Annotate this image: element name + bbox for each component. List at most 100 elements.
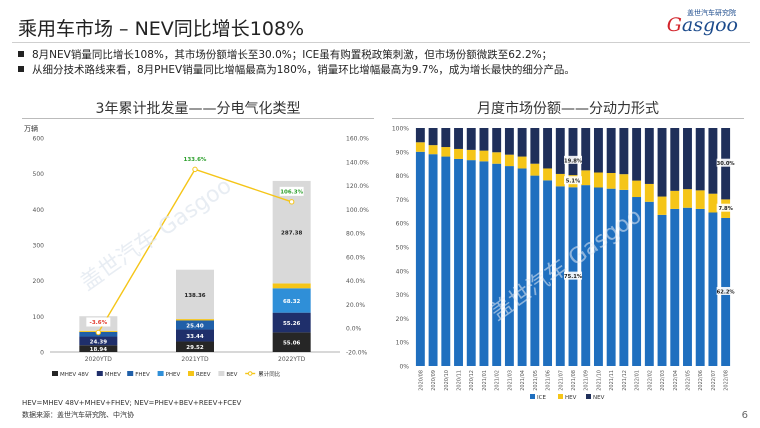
x-tick-label: 2021YTD — [181, 356, 209, 363]
legend-swatch — [530, 394, 535, 399]
share-bar-segment — [415, 142, 425, 152]
share-data-label: 19.8% — [564, 158, 583, 164]
share-bar-segment — [504, 166, 514, 366]
x-tick-label: 2022/06 — [698, 370, 704, 391]
y-axis-unit-label: 万辆 — [24, 124, 38, 133]
bar-data-label: 68.32 — [283, 299, 301, 305]
x-tick-label: 2021/10 — [596, 370, 602, 391]
logo-initial: G — [666, 14, 682, 36]
legend-label: ICE — [537, 395, 546, 401]
share-label-bg — [564, 271, 582, 280]
growth-label-bg — [279, 186, 304, 196]
y2-tick-label: 120.0% — [346, 183, 369, 190]
x-tick-label: 2020YTD — [85, 356, 113, 363]
bar-segment — [272, 283, 311, 289]
bar-segment — [272, 332, 311, 352]
y2-tick-label: 60.0% — [346, 254, 365, 261]
y-tick-label: 60% — [396, 221, 410, 228]
growth-data-label: 106.3% — [280, 189, 303, 195]
legend-label: 累计同比 — [258, 370, 281, 378]
share-bar-segment — [695, 190, 705, 209]
bar-segment — [176, 319, 214, 321]
x-tick-label: 2021/03 — [507, 370, 513, 391]
y-tick-label: 0% — [399, 364, 409, 371]
bullet-list: 8月NEV销量同比增长108%，其市场份额增长至30.0%；ICE虽有购置税政策… — [18, 48, 575, 78]
share-data-label: 30.0% — [717, 161, 736, 167]
x-tick-label: 2021/04 — [520, 370, 526, 391]
share-bar-segment — [657, 128, 667, 197]
x-tick-label: 2020/12 — [469, 370, 475, 391]
share-data-label: 7.8% — [718, 206, 733, 212]
legend-swatch — [218, 371, 225, 376]
share-bar-segment — [606, 188, 616, 366]
y2-tick-label: 160.0% — [346, 136, 369, 143]
share-bar-segment — [454, 158, 463, 366]
share-bar-segment — [415, 151, 425, 366]
y-tick-label: 20% — [396, 316, 410, 323]
share-bar-segment — [415, 128, 425, 143]
y2-tick-label: -20.0% — [346, 350, 368, 357]
share-bar-segment — [466, 128, 476, 150]
growth-label-bg — [86, 317, 111, 327]
share-bar-segment — [606, 172, 616, 189]
share-bar-segment — [593, 172, 603, 188]
share-bar-segment — [695, 208, 705, 366]
x-tick-label: 2021/05 — [533, 370, 539, 391]
logo-text: asgoo — [681, 14, 738, 36]
right-chart-title-rule — [392, 118, 744, 119]
bar-segment — [176, 269, 214, 320]
share-bar-segment — [683, 207, 692, 366]
share-bar-segment — [657, 196, 667, 215]
share-bar-segment — [619, 174, 629, 190]
left-chart-title: 3年累计批发量——分电气化类型 — [95, 101, 301, 117]
x-tick-label: 2020/11 — [457, 370, 463, 391]
share-bar-segment — [492, 152, 502, 164]
share-bar-segment — [644, 183, 654, 202]
x-tick-label: 2021/01 — [482, 370, 488, 391]
share-bar-segment — [708, 128, 718, 194]
y2-tick-label: 140.0% — [346, 159, 369, 166]
bullet-text: 从细分技术路线来看，8月PHEV销量同比增幅最高为180%，销量环比增幅最高为9… — [32, 64, 575, 76]
bullet-text: 8月NEV销量同比增长108%，其市场份额增长至30.0%；ICE虽有购置税政策… — [32, 49, 553, 61]
bar-data-label: 24.39 — [90, 339, 108, 345]
growth-data-label: 133.6% — [184, 157, 207, 163]
monthly-share-chart: 0% 10% 20% 30% 40% 50% 60% 70% 80% 90% 100% 2020/08… — [392, 126, 736, 402]
share-bar-segment — [683, 189, 692, 208]
growth-point — [288, 199, 295, 205]
share-bar-segment — [619, 128, 629, 175]
share-bar-segment — [644, 201, 654, 366]
bar-data-label: 33.44 — [186, 334, 204, 340]
share-bar-segment — [428, 128, 438, 146]
y2-tick-label: 20.0% — [346, 302, 365, 309]
y-tick-label: 40% — [396, 268, 410, 275]
share-bar-segment — [492, 163, 502, 366]
x-tick-label: 2020/10 — [444, 370, 450, 391]
y2-tick-label: 80.0% — [346, 231, 365, 238]
x-tick-label: 2022YTD — [278, 356, 306, 363]
cumulative-wholesale-chart: 万辆 0 100 200 300 400 500 600 -20.0% 0.0% 20.0% 40.0… — [24, 124, 369, 378]
bar-data-label: 18.94 — [90, 347, 108, 353]
share-bar-segment — [593, 128, 603, 173]
x-tick-label: 2021/09 — [584, 370, 590, 391]
share-bar-segment — [619, 189, 629, 366]
gasgoo-logo: Gasgoo — [667, 14, 738, 36]
share-bar-segment — [504, 154, 514, 167]
y-tick-label: 600 — [33, 136, 45, 143]
share-label-bg — [564, 155, 582, 164]
share-bar-segment — [708, 193, 718, 213]
share-bar-segment — [555, 173, 565, 187]
bar-segment — [272, 288, 311, 313]
share-bar-segment — [530, 175, 540, 366]
share-bar-segment — [555, 128, 565, 174]
bar-data-label: 287.38 — [281, 231, 302, 237]
share-bar-segment — [708, 212, 718, 366]
share-bar-segment — [441, 156, 451, 366]
data-source: 数据来源：盖世汽车研究院、中汽协 — [22, 411, 134, 419]
bar-data-label: 55.26 — [283, 321, 301, 327]
legend-swatch — [586, 394, 591, 399]
share-bar-segment — [441, 128, 451, 148]
legend-swatch — [188, 371, 194, 376]
share-label-bg — [716, 286, 735, 295]
y2-tick-label: 100.0% — [346, 207, 369, 214]
share-bar-segment — [454, 148, 463, 159]
